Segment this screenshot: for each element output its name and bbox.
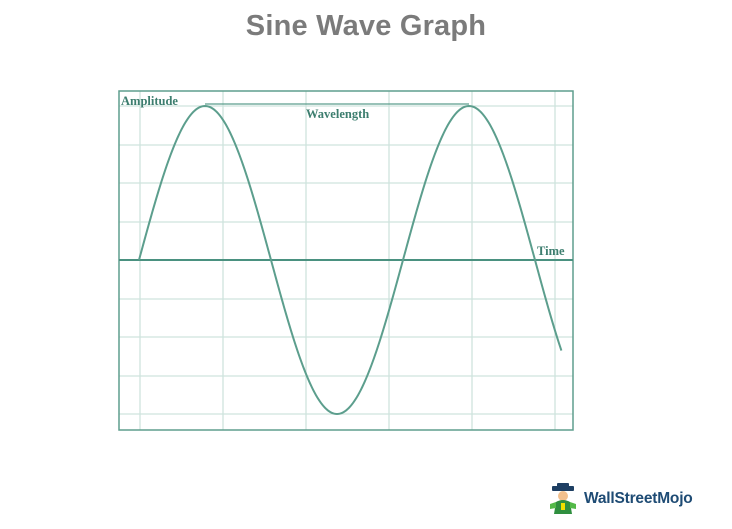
mascot-icon	[550, 483, 576, 514]
chart-title: Sine Wave Graph	[245, 10, 487, 42]
sine-wave-line	[138, 104, 563, 416]
wavelength-annotation: Wavelength	[306, 107, 369, 121]
brand-name: WallStreetMojo	[584, 490, 693, 507]
x-axis-label: Time	[537, 244, 565, 258]
y-axis-label: Amplitude	[121, 94, 178, 108]
wallstreetmojo-logo: WallStreetMojo	[546, 482, 693, 516]
